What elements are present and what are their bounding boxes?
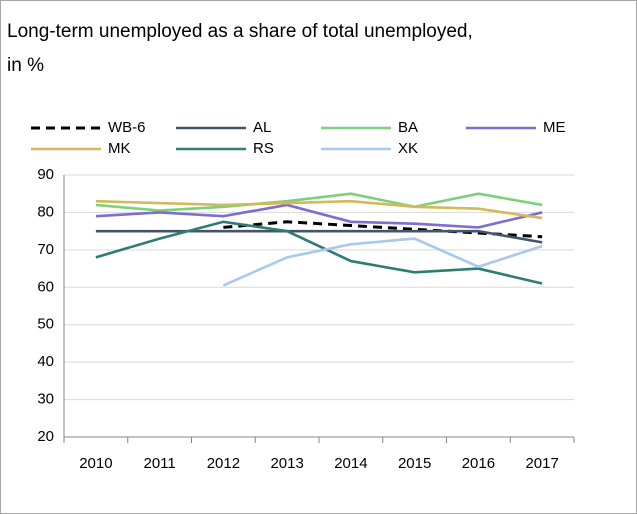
- y-tick-label: 90: [37, 166, 54, 183]
- series-line: [95, 203, 543, 229]
- y-tick-label: 80: [37, 203, 54, 220]
- legend-label: XK: [398, 140, 418, 157]
- y-tick-label: 60: [37, 278, 54, 295]
- x-tick-label: 2016: [462, 455, 495, 472]
- y-tick-label: 20: [37, 428, 54, 445]
- y-tick-label: 50: [37, 316, 54, 333]
- x-tick-label: 2011: [143, 455, 175, 472]
- legend-label: AL: [253, 119, 271, 136]
- y-tick-label: 40: [37, 353, 54, 370]
- x-tick-label: 2013: [270, 455, 303, 472]
- legend-label: BA: [398, 119, 418, 136]
- series-line: [95, 220, 543, 285]
- x-tick-label: 2017: [525, 455, 558, 472]
- chart-title: Long-term unemployed as a share of total…: [7, 21, 473, 76]
- series-line: [223, 220, 543, 239]
- x-tick-label: 2015: [398, 455, 431, 472]
- series-line: [95, 199, 543, 220]
- series-line: [95, 192, 543, 212]
- x-tick-label: 2014: [334, 455, 367, 472]
- y-tick-label: 70: [37, 241, 54, 258]
- legend-label: ME: [543, 119, 566, 136]
- series-line: [95, 229, 543, 244]
- legend-label: MK: [108, 140, 131, 157]
- y-tick-label: 30: [37, 391, 54, 408]
- series-line: [222, 237, 543, 287]
- legend-label: RS: [253, 140, 274, 157]
- x-tick-label: 2012: [207, 455, 240, 472]
- legend-label: WB-6: [108, 119, 146, 136]
- x-tick-label: 2010: [79, 455, 112, 472]
